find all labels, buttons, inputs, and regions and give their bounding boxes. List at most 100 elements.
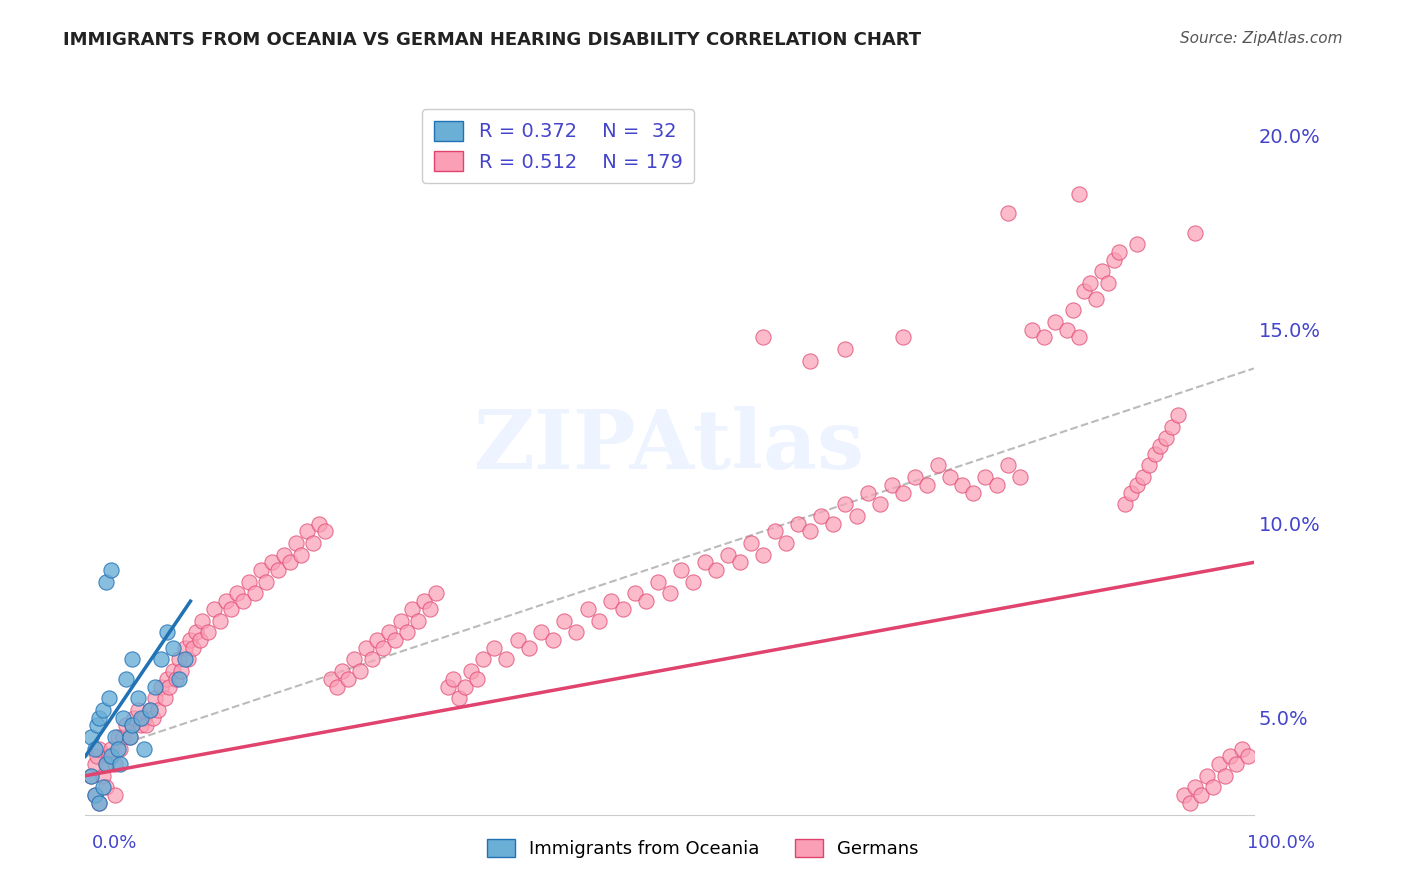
Point xyxy=(717,548,740,562)
Point xyxy=(100,741,122,756)
Point xyxy=(91,780,114,795)
Point xyxy=(80,769,103,783)
Point xyxy=(704,563,727,577)
Point xyxy=(671,563,693,577)
Point xyxy=(111,730,134,744)
Point xyxy=(1237,749,1260,764)
Point xyxy=(880,477,903,491)
Point xyxy=(115,672,138,686)
Point xyxy=(332,664,354,678)
Point xyxy=(471,652,494,666)
Point xyxy=(728,555,751,569)
Point xyxy=(1078,276,1101,290)
Point xyxy=(167,652,190,666)
Point xyxy=(1208,757,1230,772)
Point xyxy=(845,508,868,523)
Point xyxy=(297,524,319,539)
Point xyxy=(221,602,243,616)
Point xyxy=(284,536,307,550)
Point xyxy=(162,664,184,678)
Point xyxy=(1126,477,1149,491)
Point xyxy=(159,680,181,694)
Point xyxy=(775,536,797,550)
Point xyxy=(1121,485,1143,500)
Point xyxy=(89,796,111,810)
Point xyxy=(91,769,114,783)
Point xyxy=(389,614,412,628)
Point xyxy=(799,353,821,368)
Point xyxy=(460,664,482,678)
Point xyxy=(153,691,176,706)
Point xyxy=(89,796,111,810)
Point xyxy=(343,652,366,666)
Point xyxy=(135,718,157,732)
Legend: Immigrants from Oceania, Germans: Immigrants from Oceania, Germans xyxy=(481,831,925,865)
Point xyxy=(1073,284,1095,298)
Point xyxy=(208,614,231,628)
Point xyxy=(325,680,347,694)
Point xyxy=(1161,419,1184,434)
Point xyxy=(156,672,179,686)
Point xyxy=(132,710,155,724)
Point xyxy=(378,625,401,640)
Point xyxy=(131,718,153,732)
Point xyxy=(1108,245,1130,260)
Point xyxy=(142,710,165,724)
Point xyxy=(96,574,118,589)
Point xyxy=(1197,769,1219,783)
Point xyxy=(86,749,108,764)
Point xyxy=(354,640,377,655)
Point xyxy=(530,625,553,640)
Point xyxy=(927,458,949,473)
Point xyxy=(1102,252,1125,267)
Point xyxy=(278,555,301,569)
Point xyxy=(188,632,211,647)
Point xyxy=(1010,470,1032,484)
Point xyxy=(1067,330,1090,344)
Point xyxy=(226,586,249,600)
Point xyxy=(80,769,103,783)
Point xyxy=(1143,447,1166,461)
Point xyxy=(197,625,219,640)
Point xyxy=(425,586,447,600)
Point xyxy=(997,206,1019,220)
Point xyxy=(115,718,138,732)
Point xyxy=(181,640,204,655)
Point xyxy=(408,614,430,628)
Point xyxy=(904,470,927,484)
Point xyxy=(449,691,471,706)
Point xyxy=(1178,796,1201,810)
Point xyxy=(752,548,775,562)
Point xyxy=(202,602,225,616)
Point xyxy=(103,730,125,744)
Point xyxy=(97,691,120,706)
Point xyxy=(232,594,254,608)
Text: ZIPAtlas: ZIPAtlas xyxy=(474,406,865,486)
Point xyxy=(647,574,669,589)
Point xyxy=(834,497,856,511)
Point xyxy=(80,730,103,744)
Point xyxy=(413,594,436,608)
Point xyxy=(1097,276,1119,290)
Point xyxy=(146,703,169,717)
Point xyxy=(238,574,260,589)
Point xyxy=(1154,431,1177,445)
Text: Source: ZipAtlas.com: Source: ZipAtlas.com xyxy=(1180,31,1343,46)
Point xyxy=(83,757,105,772)
Point xyxy=(1167,408,1189,422)
Point xyxy=(752,330,775,344)
Point xyxy=(623,586,645,600)
Point xyxy=(319,672,342,686)
Point xyxy=(273,548,295,562)
Point xyxy=(121,652,143,666)
Point xyxy=(83,741,105,756)
Point xyxy=(395,625,418,640)
Point xyxy=(150,680,173,694)
Point xyxy=(302,536,325,550)
Point xyxy=(290,548,312,562)
Point xyxy=(145,691,167,706)
Point xyxy=(138,703,160,717)
Point xyxy=(177,652,200,666)
Point xyxy=(823,516,845,531)
Point xyxy=(145,680,167,694)
